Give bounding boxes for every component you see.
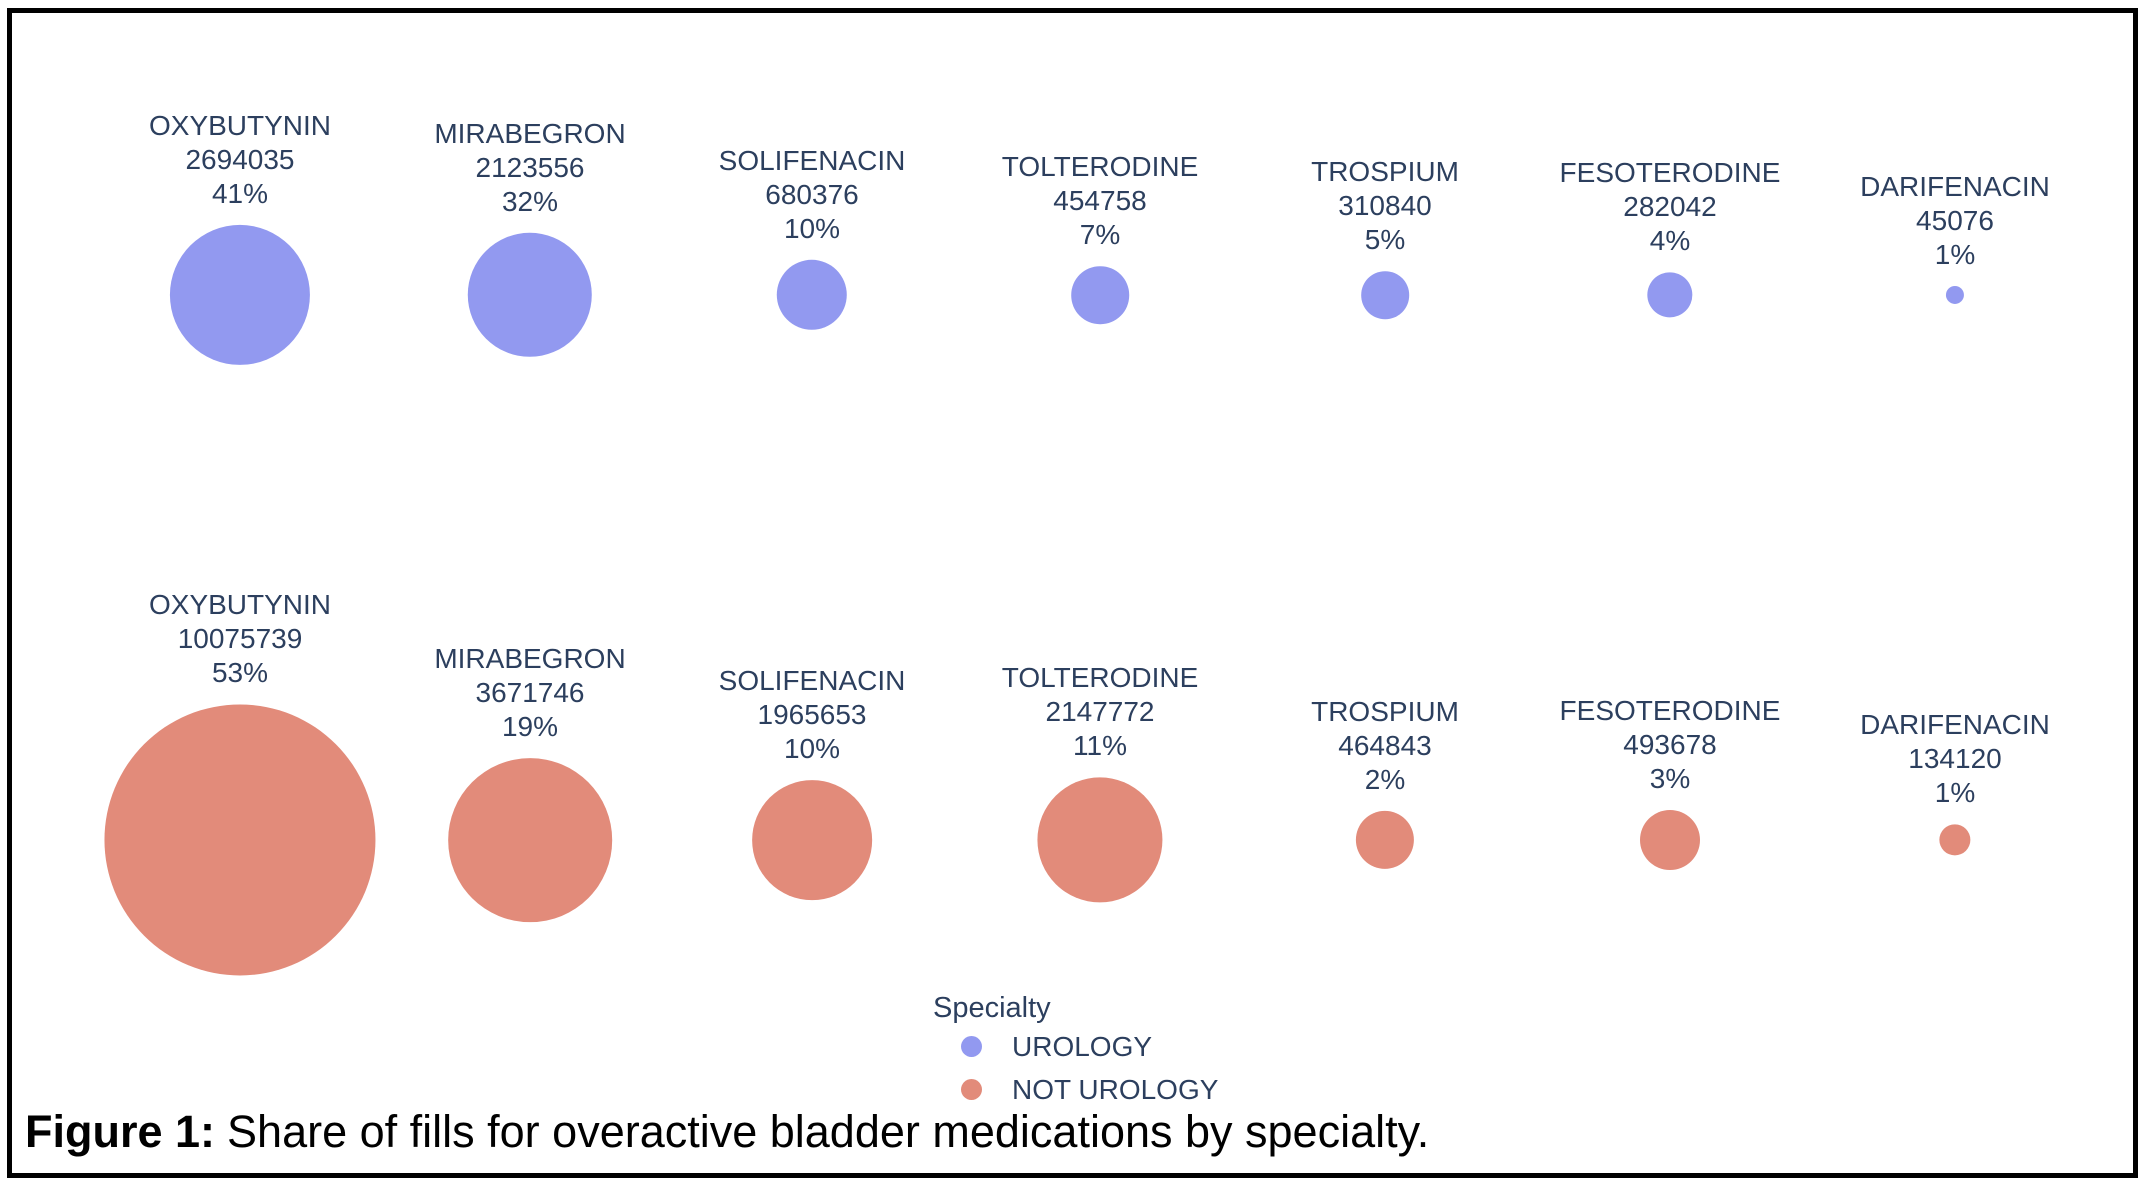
bubble-urology-tolterodine bbox=[1071, 266, 1129, 324]
bubble-label: SOLIFENACIN 1965653 10% bbox=[719, 664, 906, 766]
bubble-label-value: 493678 bbox=[1623, 728, 1717, 760]
bubble-label-share: 19% bbox=[501, 711, 559, 743]
bubble-label-name: OXYBUTYNIN bbox=[148, 109, 332, 141]
legend-item-label: NOT UROLOGY bbox=[1012, 1073, 1219, 1105]
bubble-label: OXYBUTYNIN 2694035 41% bbox=[149, 109, 331, 211]
bubble-label-value: 3671746 bbox=[475, 677, 585, 709]
bubble-urology-solifenacin bbox=[776, 259, 848, 331]
figure-caption-prefix: Figure 1: bbox=[25, 1106, 216, 1157]
figure-caption: Figure 1: Share of fills for overactive b… bbox=[25, 1106, 1429, 1158]
bubble-label-share: 32% bbox=[501, 185, 559, 217]
bubble-label-share: 53% bbox=[211, 657, 269, 689]
bubble-label-value: 282042 bbox=[1623, 191, 1717, 223]
bubble-label: TOLTERODINE 454758 7% bbox=[1002, 150, 1199, 252]
bubble-label-share: 1% bbox=[1934, 238, 1976, 270]
bubble-not-urology-darifenacin bbox=[1939, 824, 1971, 856]
bubble-label-share: 2% bbox=[1364, 763, 1406, 795]
bubble-not-urology-mirabegron bbox=[448, 758, 612, 922]
bubble-label: OXYBUTYNIN 10075739 53% bbox=[149, 588, 331, 690]
bubble-label: FESOTERODINE 493678 3% bbox=[1560, 694, 1781, 796]
bubble-label-value: 680376 bbox=[765, 178, 859, 210]
legend: Specialty UROLOGY NOT UROLOGY bbox=[933, 991, 1218, 1111]
bubble-label-share: 3% bbox=[1649, 762, 1691, 794]
bubble-not-urology-solifenacin bbox=[752, 780, 872, 900]
bubble-label-value: 1965653 bbox=[757, 699, 867, 731]
bubble-label-name: TROSPIUM bbox=[1311, 695, 1459, 727]
bubble-label-name: TROSPIUM bbox=[1311, 156, 1459, 188]
bubble-label-value: 10075739 bbox=[177, 623, 303, 655]
bubble-urology-oxybutynin bbox=[169, 224, 311, 366]
bubble-label-name: SOLIFENACIN bbox=[718, 144, 906, 176]
bubble-label-name: MIRABEGRON bbox=[434, 643, 626, 675]
bubble-label-value: 310840 bbox=[1338, 190, 1432, 222]
bubble-not-urology-trospium bbox=[1355, 810, 1415, 870]
bubble-label-name: FESOTERODINE bbox=[1559, 694, 1781, 726]
bubble-urology-trospium bbox=[1361, 271, 1409, 319]
bubble-label-value: 45076 bbox=[1916, 204, 1994, 236]
bubble-label-value: 464843 bbox=[1338, 729, 1432, 761]
bubble-urology-fesoterodine bbox=[1647, 272, 1693, 318]
bubble-label-name: FESOTERODINE bbox=[1559, 157, 1781, 189]
bubble-label-share: 5% bbox=[1364, 224, 1406, 256]
legend-item-not-urology: NOT UROLOGY bbox=[933, 1068, 1218, 1111]
bubble-label-name: TOLTERODINE bbox=[1001, 151, 1199, 183]
bubble-label-value: 2147772 bbox=[1045, 696, 1155, 728]
legend-item-label: UROLOGY bbox=[1012, 1030, 1153, 1062]
bubble-label-name: TOLTERODINE bbox=[1001, 662, 1199, 694]
bubble-label-value: 2694035 bbox=[185, 143, 295, 175]
figure-border bbox=[7, 8, 2138, 1178]
bubble-label-share: 11% bbox=[1073, 730, 1127, 762]
bubble-label: TROSPIUM 464843 2% bbox=[1311, 695, 1459, 797]
bubble-label-share: 10% bbox=[783, 733, 841, 765]
legend-item-urology: UROLOGY bbox=[933, 1025, 1218, 1068]
bubble-not-urology-tolterodine bbox=[1037, 777, 1163, 903]
bubble-label: SOLIFENACIN 680376 10% bbox=[719, 144, 906, 246]
bubble-label-share: 7% bbox=[1079, 219, 1121, 251]
bubble-label-value: 454758 bbox=[1053, 185, 1147, 217]
bubble-not-urology-oxybutynin bbox=[104, 704, 376, 976]
bubble-label-name: OXYBUTYNIN bbox=[148, 589, 332, 621]
bubble-label-value: 2123556 bbox=[475, 151, 585, 183]
bubble-label: TROSPIUM 310840 5% bbox=[1311, 155, 1459, 257]
bubble-label: FESOTERODINE 282042 4% bbox=[1560, 156, 1781, 258]
bubble-label-name: DARIFENACIN bbox=[1860, 170, 2050, 202]
bubble-label: TOLTERODINE 2147772 11% bbox=[1002, 661, 1199, 763]
bubble-label-share: 4% bbox=[1649, 225, 1691, 257]
bubble-label-name: SOLIFENACIN bbox=[718, 665, 906, 697]
bubble-label-share: 10% bbox=[783, 212, 841, 244]
figure-caption-text: Share of fills for overactive bladder me… bbox=[227, 1106, 1430, 1157]
bubble-urology-mirabegron bbox=[467, 232, 593, 358]
bubble-label: DARIFENACIN 134120 1% bbox=[1860, 708, 2050, 810]
urology-marker-icon bbox=[961, 1036, 982, 1057]
bubble-label-name: DARIFENACIN bbox=[1860, 709, 2050, 741]
bubble-label-share: 1% bbox=[1934, 777, 1976, 809]
bubble-label-value: 134120 bbox=[1908, 743, 2002, 775]
bubble-label-share: 41% bbox=[211, 177, 269, 209]
bubble-label: MIRABEGRON 3671746 19% bbox=[434, 642, 625, 744]
bubble-urology-darifenacin bbox=[1945, 285, 1965, 305]
legend-title: Specialty bbox=[933, 992, 1051, 1024]
bubble-not-urology-fesoterodine bbox=[1640, 810, 1700, 870]
bubble-label: MIRABEGRON 2123556 32% bbox=[434, 117, 625, 219]
not-urology-marker-icon bbox=[961, 1079, 982, 1100]
bubble-label: DARIFENACIN 45076 1% bbox=[1860, 170, 2050, 272]
bubble-label-name: MIRABEGRON bbox=[434, 117, 626, 149]
